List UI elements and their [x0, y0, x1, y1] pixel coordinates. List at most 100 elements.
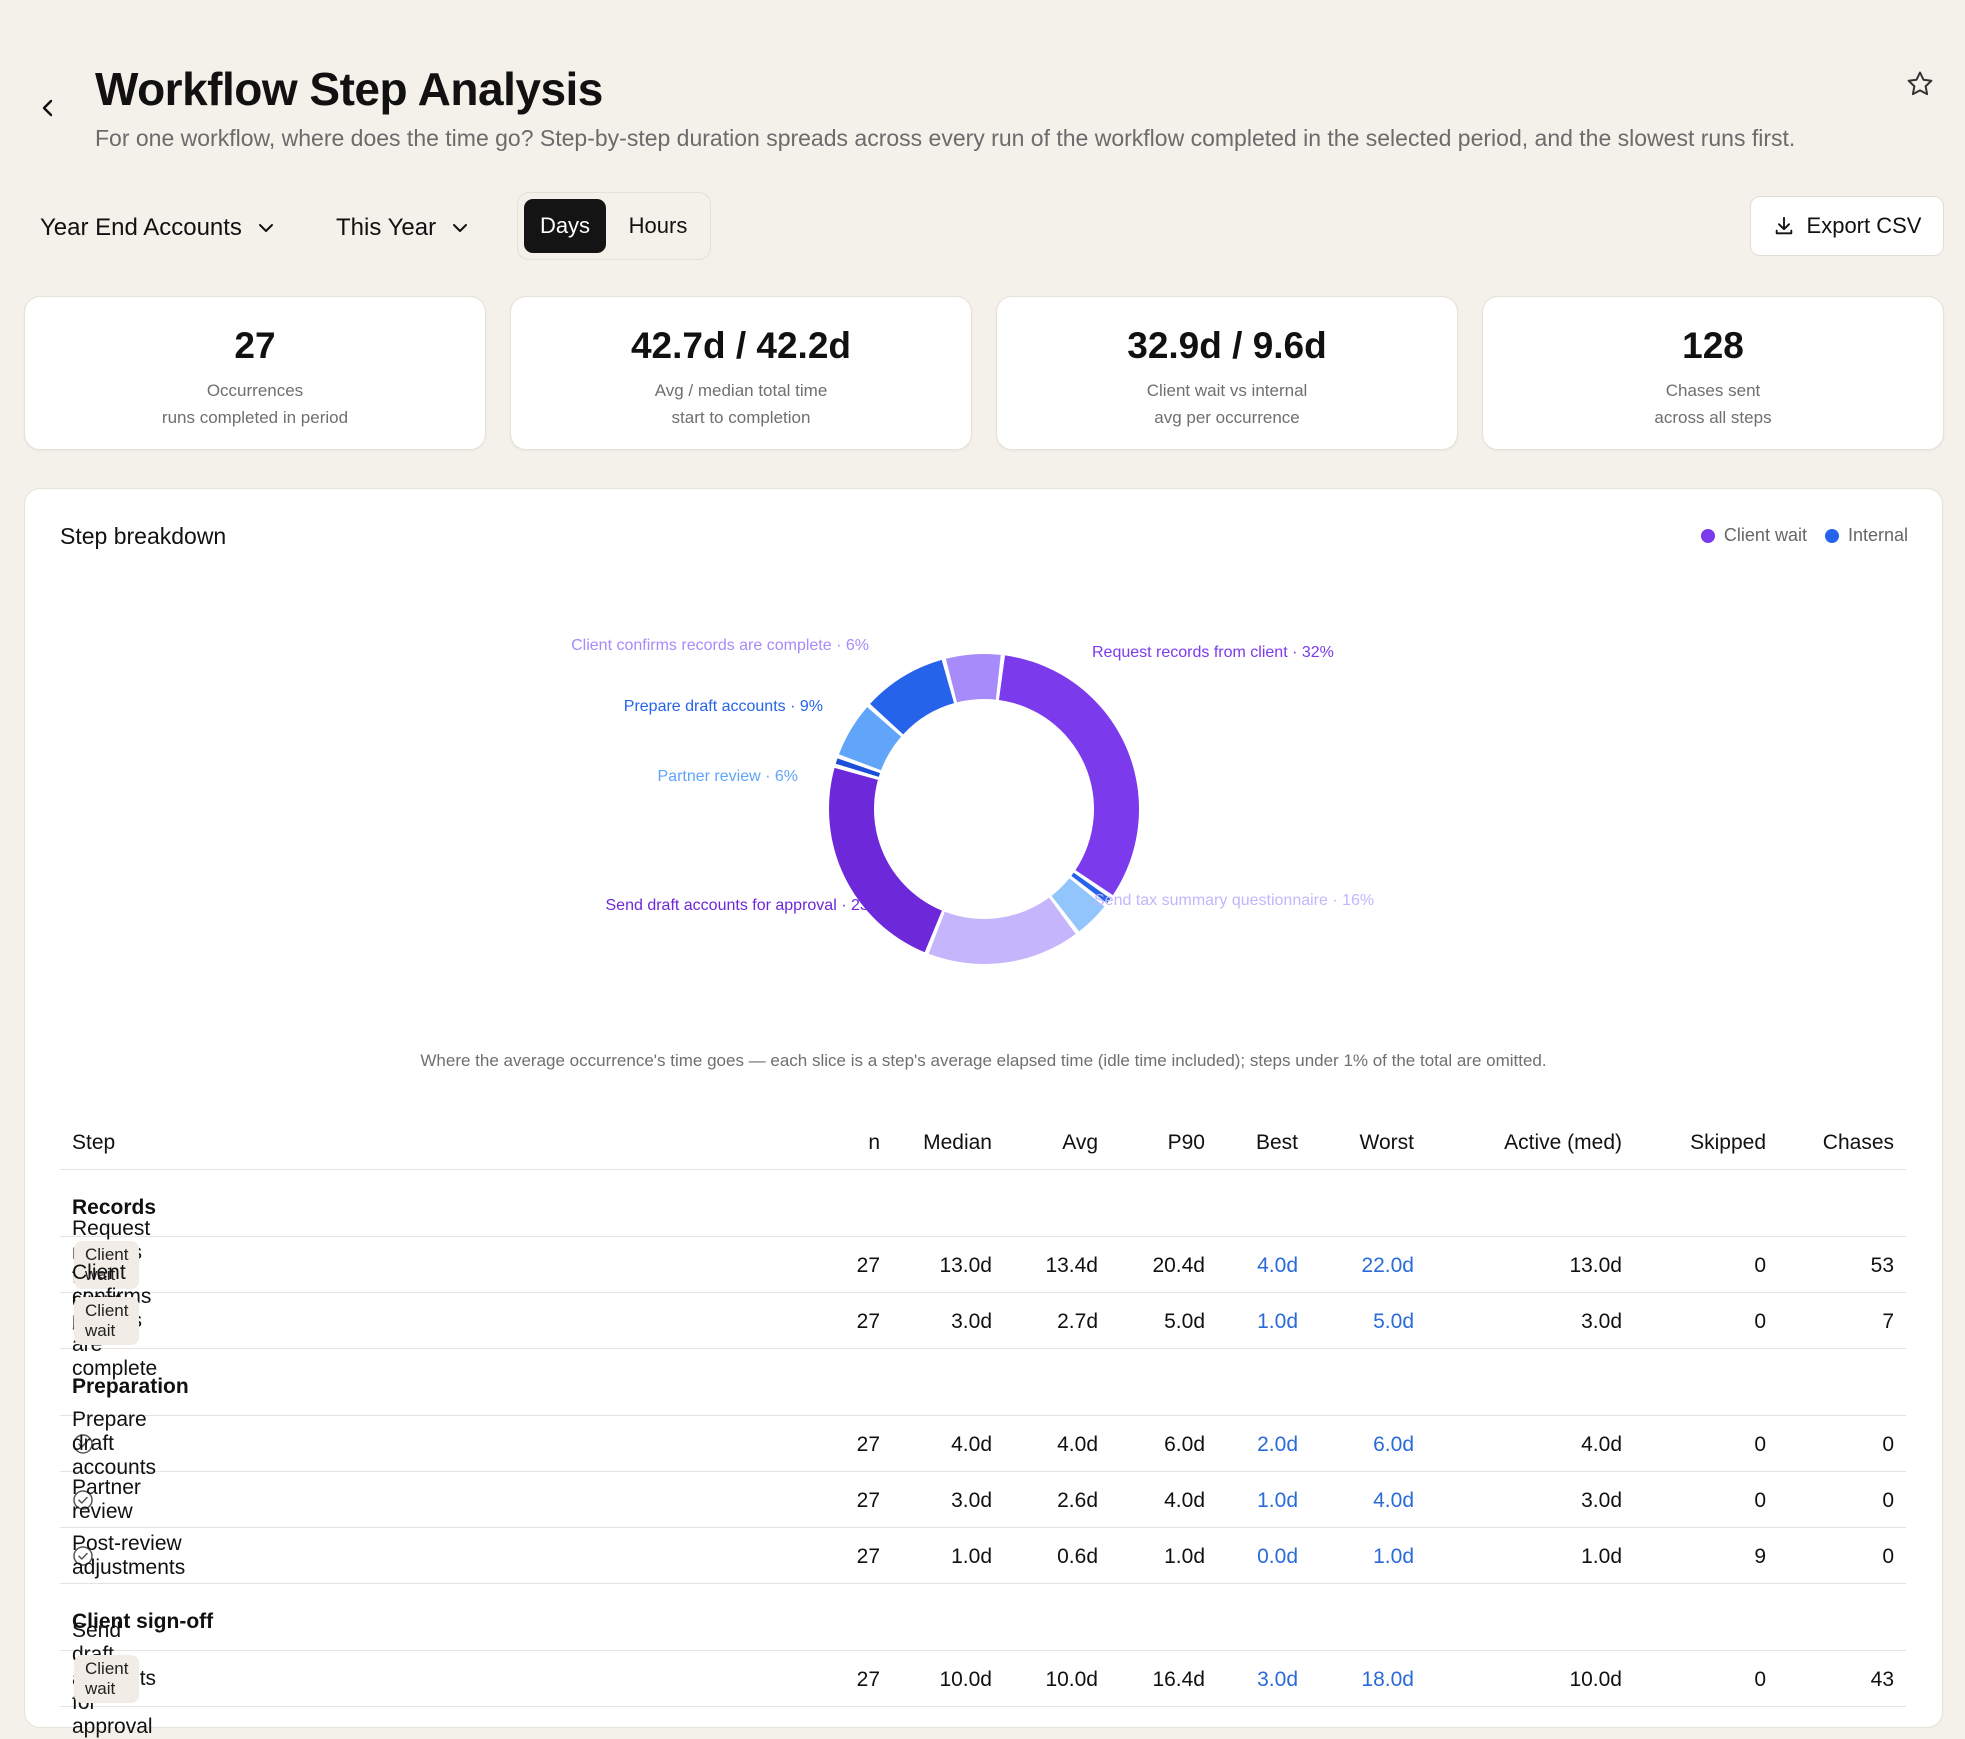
chevron-left-icon — [42, 99, 53, 117]
cell-p90: 6.0d — [1164, 1433, 1205, 1456]
donut-slice-label: Partner review · 6% — [658, 768, 799, 785]
cell-n: 27 — [856, 1668, 880, 1691]
back-button[interactable] — [36, 92, 60, 124]
cell-active-med: 1.0d — [1581, 1545, 1622, 1568]
check-circle-icon — [72, 1545, 94, 1567]
cell-best-link[interactable]: 0.0d — [1257, 1545, 1298, 1568]
panel-title: Step breakdown — [60, 523, 227, 549]
cell-best-link[interactable]: 1.0d — [1257, 1489, 1298, 1512]
table-row[interactable]: Prepare draft accounts 27 4.0d 4.0d 6.0d… — [60, 1408, 1906, 1479]
step-name: Post-review adjustments — [72, 1531, 186, 1579]
cell-n: 27 — [856, 1310, 880, 1333]
stat-value: 27 — [234, 325, 276, 366]
cell-p90: 4.0d — [1164, 1489, 1205, 1512]
legend-dot — [1824, 528, 1839, 543]
step-name: Partner review — [72, 1475, 141, 1523]
cell-worst-link[interactable]: 18.0d — [1361, 1668, 1414, 1691]
donut-slice[interactable] — [870, 659, 954, 735]
column-header-best: Best — [1255, 1131, 1298, 1154]
donut-slice[interactable] — [1071, 872, 1111, 904]
favorite-button[interactable] — [1904, 68, 1936, 100]
column-header-active-med: Active (med) — [1504, 1131, 1622, 1154]
unit-toggle: Days Hours — [517, 192, 711, 260]
cell-chases: 0 — [1882, 1489, 1894, 1512]
step-name: Prepare draft accounts — [72, 1407, 157, 1479]
donut-slice[interactable] — [928, 897, 1076, 964]
stat-sublabel: avg per occurrence — [1154, 408, 1300, 427]
legend-item-client-wait: Client wait — [1700, 525, 1807, 546]
stat-sublabel: start to completion — [671, 408, 811, 427]
cell-best-link[interactable]: 3.0d — [1257, 1668, 1298, 1691]
cell-median: 3.0d — [951, 1489, 992, 1512]
chevron-down-icon — [453, 224, 468, 232]
group-name: Preparation — [72, 1375, 189, 1398]
column-header-worst: Worst — [1359, 1131, 1414, 1154]
chart-legend: Client wait Internal — [1700, 525, 1908, 546]
client-wait-badge: Client wait — [74, 1654, 140, 1703]
unit-days-button[interactable]: Days — [524, 199, 606, 253]
cell-avg: 13.4d — [1045, 1254, 1098, 1277]
check-circle-icon — [72, 1489, 94, 1511]
donut-slice[interactable] — [998, 655, 1139, 896]
period-select[interactable]: This Year — [336, 208, 468, 248]
cell-n: 27 — [856, 1433, 880, 1456]
stat-sublabel: across all steps — [1654, 408, 1772, 427]
page-title: Workflow Step Analysis — [95, 63, 603, 115]
cell-best-link[interactable]: 1.0d — [1257, 1310, 1298, 1333]
cell-active-med: 3.0d — [1581, 1489, 1622, 1512]
column-header-step: Step — [72, 1131, 116, 1154]
column-header-n: n — [868, 1131, 880, 1154]
stat-label: Chases sent — [1665, 381, 1761, 400]
table-row[interactable]: Post-review adjustments 27 1.0d 0.6d 1.0… — [60, 1528, 1906, 1584]
stat-sublabel: runs completed in period — [161, 408, 349, 427]
cell-avg: 10.0d — [1045, 1668, 1098, 1691]
period-select-value: This Year — [336, 214, 437, 241]
cell-chases: 7 — [1882, 1310, 1894, 1333]
cell-worst-link[interactable]: 1.0d — [1373, 1545, 1414, 1568]
cell-p90: 16.4d — [1152, 1668, 1205, 1691]
donut-slice[interactable] — [838, 707, 902, 771]
cell-active-med: 13.0d — [1569, 1254, 1622, 1277]
stat-label: Client wait vs internal — [1146, 381, 1308, 400]
cell-worst-link[interactable]: 22.0d — [1361, 1254, 1414, 1277]
cell-avg: 4.0d — [1057, 1433, 1098, 1456]
check-circle-icon — [72, 1433, 94, 1455]
cell-chases: 0 — [1882, 1433, 1894, 1456]
donut-slice-label: Send tax summary questionnaire · 16% — [1094, 892, 1374, 909]
cell-avg: 0.6d — [1057, 1545, 1098, 1568]
cell-n: 27 — [856, 1254, 880, 1277]
cell-best-link[interactable]: 2.0d — [1257, 1433, 1298, 1456]
cell-worst-link[interactable]: 4.0d — [1373, 1489, 1414, 1512]
donut-slice[interactable] — [835, 758, 881, 777]
table-row[interactable]: Partner review 27 3.0d 2.6d 4.0d 1.0d 4.… — [60, 1472, 1906, 1528]
star-icon — [1907, 71, 1933, 96]
cell-avg: 2.7d — [1057, 1310, 1098, 1333]
stat-label: Occurrences — [206, 381, 304, 400]
cell-chases: 43 — [1870, 1668, 1894, 1691]
group-row-client-sign-off: Client sign-off — [60, 1584, 1906, 1651]
table-row[interactable]: Send draft accounts for approval Client … — [60, 1619, 1906, 1738]
cell-skipped: 0 — [1754, 1668, 1766, 1691]
unit-hours-button[interactable]: Hours — [628, 213, 688, 238]
cell-best-link[interactable]: 4.0d — [1257, 1254, 1298, 1277]
column-header-avg: Avg — [1062, 1131, 1098, 1154]
table-row[interactable]: Request records from client Client wait … — [60, 1217, 1906, 1312]
cell-skipped: 0 — [1754, 1433, 1766, 1456]
cell-worst-link[interactable]: 5.0d — [1373, 1310, 1414, 1333]
cell-median: 13.0d — [939, 1254, 992, 1277]
workflow-select[interactable]: Year End Accounts — [40, 208, 274, 248]
donut-chart: Request records from client · 32% Send ta… — [571, 637, 1374, 964]
group-name: Records — [72, 1196, 157, 1219]
donut-slice[interactable] — [828, 767, 942, 953]
step-breakdown-panel: Step breakdown Client wait Internal Requ… — [24, 488, 1943, 1738]
donut-slice[interactable] — [945, 654, 1001, 703]
donut-slice-label: Send draft accounts for approval · 23% — [606, 897, 884, 914]
cell-median: 4.0d — [951, 1433, 992, 1456]
table-row[interactable]: Client confirms records are complete Cli… — [60, 1261, 1906, 1380]
cell-n: 27 — [856, 1545, 880, 1568]
cell-p90: 20.4d — [1152, 1254, 1205, 1277]
donut-slice[interactable] — [1051, 878, 1105, 932]
cell-worst-link[interactable]: 6.0d — [1373, 1433, 1414, 1456]
export-csv-button[interactable]: Export CSV — [1750, 196, 1944, 256]
